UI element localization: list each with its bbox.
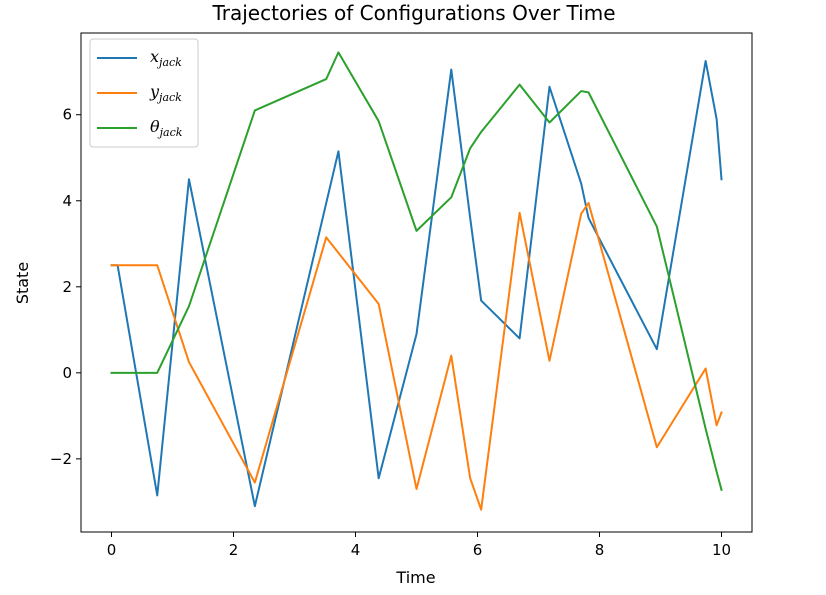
x-tick-label: 6 bbox=[473, 541, 483, 559]
y-tick-label: 4 bbox=[62, 192, 72, 210]
series-line-0 bbox=[110, 59, 723, 508]
y-axis-ticks: −2 0 2 4 6 bbox=[50, 106, 81, 468]
legend-box bbox=[89, 38, 199, 148]
legend-label-1: yjack bbox=[149, 82, 182, 104]
y-tick-label: −2 bbox=[50, 450, 72, 468]
y-axis-label: State bbox=[13, 262, 32, 304]
x-tick-label: 4 bbox=[351, 541, 361, 559]
legend-label-subscript: jack bbox=[156, 91, 182, 104]
x-tick-label: 0 bbox=[107, 541, 117, 559]
series-line-2 bbox=[110, 51, 723, 492]
x-tick-label: 8 bbox=[595, 541, 605, 559]
legend-label-subscript: jack bbox=[157, 126, 183, 139]
plot-area-frame bbox=[80, 32, 753, 533]
legend-label-main: θ bbox=[150, 117, 160, 136]
y-tick-label: 6 bbox=[62, 106, 72, 124]
legend-label-main: x bbox=[150, 47, 159, 66]
legend-label-main: y bbox=[149, 82, 160, 101]
y-tick-label: 0 bbox=[62, 364, 72, 382]
x-tick-label: 10 bbox=[712, 541, 731, 559]
legend-label-subscript: jack bbox=[156, 56, 182, 69]
legend-label-2: θjack bbox=[150, 117, 183, 139]
legend-label-0: xjack bbox=[150, 47, 182, 69]
x-axis-ticks: 0 2 4 6 8 10 bbox=[107, 532, 731, 559]
series-line-1 bbox=[110, 201, 723, 511]
x-axis-label: Time bbox=[395, 568, 435, 587]
plot-lines bbox=[110, 51, 723, 511]
chart-title: Trajectories of Configurations Over Time bbox=[211, 1, 615, 25]
x-tick-label: 2 bbox=[229, 541, 239, 559]
y-tick-label: 2 bbox=[62, 278, 72, 296]
